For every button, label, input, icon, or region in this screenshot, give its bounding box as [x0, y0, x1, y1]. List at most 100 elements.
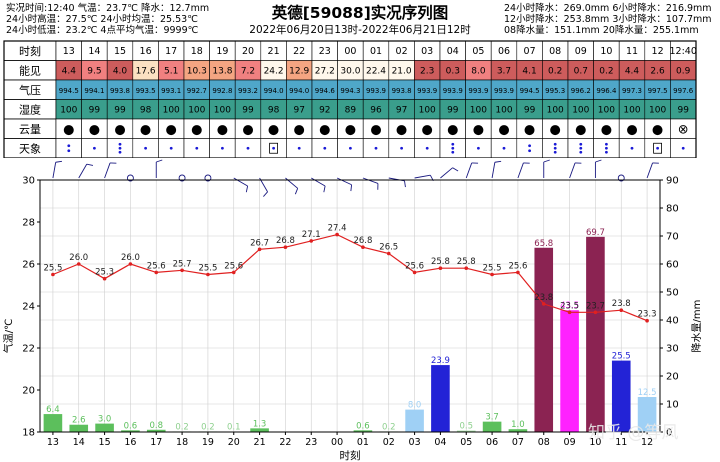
x-tick-label: 13	[47, 437, 59, 448]
temperature-label: 25.7	[173, 259, 192, 269]
precip-label: 65.8	[534, 239, 553, 249]
y-right-tick-label: 60	[666, 260, 679, 271]
wind-barb-icon	[491, 160, 502, 179]
hour-cell: 15	[114, 46, 126, 57]
hour-cell: 04	[447, 46, 459, 57]
row-label: 气压	[19, 83, 41, 97]
rain-dot-icon	[221, 146, 224, 150]
humidity-cell: 99	[114, 106, 126, 116]
temperature-label: 27.1	[302, 230, 321, 240]
x-tick-label: 10	[589, 437, 601, 448]
wind-barb-icon	[104, 162, 117, 179]
y-left-tick-label: 22	[22, 344, 35, 355]
x-tick-label: 02	[383, 437, 395, 448]
wind-barb-flag	[263, 191, 268, 197]
cloud-cell: ●	[575, 122, 586, 137]
precip-bar	[95, 423, 114, 432]
pressure-cell: 994.5	[59, 87, 79, 95]
y-right-tick-label: 40	[666, 316, 679, 327]
precip-bar	[250, 428, 269, 432]
y-right-tick-label: 20	[666, 372, 679, 383]
humidity-cell: 97	[396, 106, 407, 116]
precip-label: 0.2	[175, 422, 189, 432]
header: 实况时间:12:40 气温：23.7℃ 降水：12.7mm 24小时高温：27.…	[0, 0, 720, 40]
temperature-point	[593, 310, 598, 315]
header-right-line-1: 24小时降水：269.0mm 6小时降水：216.9mm	[504, 3, 712, 14]
rain-dot-icon	[553, 146, 557, 150]
wind-barb-flag	[471, 162, 479, 164]
temperature-point	[154, 270, 159, 275]
rain-dot-icon	[605, 150, 608, 154]
x-tick-label: 07	[512, 437, 524, 448]
rain-dot-icon	[297, 146, 301, 150]
header-left-line-2: 24小时高温：27.5℃ 24小时均温：25.53℃	[6, 14, 198, 25]
cloud-cell: ●	[89, 122, 100, 137]
x-tick-label: 04	[434, 437, 446, 448]
wind-barb-staff	[233, 177, 248, 187]
visibility-cell: 4.0	[113, 67, 128, 77]
watermark: 知乎 @等风	[588, 423, 679, 443]
precip-label: 69.7	[586, 228, 605, 238]
humidity-cell: 100	[163, 106, 180, 116]
wind-barb-staff	[104, 162, 111, 179]
hour-cell: 23	[319, 46, 331, 57]
temperature-label: 23.3	[638, 310, 657, 320]
precip-label: 0.6	[124, 421, 138, 431]
cloud-cell: ●	[268, 122, 279, 137]
pressure-cell: 993.9	[494, 87, 514, 95]
precip-label: 12.5	[638, 388, 657, 398]
rain-dot-icon	[118, 142, 122, 146]
precip-label: 23.9	[431, 356, 450, 366]
precip-bar	[121, 430, 140, 432]
temperature-line	[52, 233, 648, 322]
hour-cell: 12:40	[670, 46, 697, 57]
header-left-line-3: 24小时低温：23.2℃ 4点平均气温：9999℃	[6, 25, 199, 36]
temperature-label: 26.0	[121, 253, 140, 263]
temperature-label: 25.6	[147, 261, 166, 271]
y-right-tick-label: 50	[666, 288, 679, 299]
rain-dot-icon	[528, 149, 531, 153]
precip-label: 1.3	[253, 419, 267, 429]
hour-cell: 11	[626, 46, 638, 57]
precip-bar	[43, 414, 63, 432]
humidity-cell: 99	[677, 106, 689, 116]
visibility-cell: 4.4	[62, 67, 77, 77]
pressure-cell: 993.9	[468, 87, 488, 95]
cloud-cell: ●	[191, 122, 202, 137]
wind-barb-flag	[652, 162, 659, 164]
hour-cell: 12	[652, 46, 664, 57]
humidity-cell: 100	[623, 106, 640, 116]
rain-dot-icon	[605, 146, 608, 150]
table-cell-bg	[516, 138, 543, 158]
rain-dot-icon	[425, 146, 429, 150]
visibility-cell: 7.2	[241, 67, 255, 77]
temperature-label: 23.5	[560, 301, 579, 311]
temperature-point	[180, 268, 184, 273]
y-right-tick-label: 10	[666, 400, 679, 411]
wind-barb-icon	[543, 159, 550, 178]
page-title: 英德[59088]实况序列图	[271, 4, 449, 22]
y-right-axis-label: 降水量/mm	[690, 300, 703, 353]
visibility-cell: 8.0	[471, 67, 486, 77]
wind-barb-staff	[517, 162, 524, 179]
wind-calm-icon	[178, 174, 186, 182]
temperature-label: 23.8	[612, 299, 631, 309]
wind-barb-staff	[52, 162, 57, 179]
row-label: 时刻	[19, 44, 41, 58]
x-tick-label: 00	[331, 437, 343, 448]
wind-barb-flag	[350, 184, 353, 192]
hour-cell: 19	[216, 46, 228, 57]
hour-cell: 10	[600, 46, 612, 57]
x-tick-label: 01	[357, 437, 369, 448]
hour-cell: 14	[88, 46, 100, 57]
precip-label: 0.8	[149, 421, 163, 431]
visibility-cell: 0.2	[548, 67, 562, 77]
cloud-cell: ●	[652, 122, 663, 137]
wind-barb-flag	[86, 163, 94, 166]
wind-barb-icon	[155, 159, 163, 178]
temperature-precipitation-chart: 6.4 2.6 3.0 0.6 0.8 0.2 0.2 0.1 1.3 0.6 0.2 8.0 23.9…	[2, 159, 703, 462]
wind-barb-staff	[414, 174, 431, 179]
humidity-cell: 100	[649, 106, 666, 116]
wind-barb-icon	[569, 162, 582, 179]
temperature-point	[283, 245, 288, 249]
